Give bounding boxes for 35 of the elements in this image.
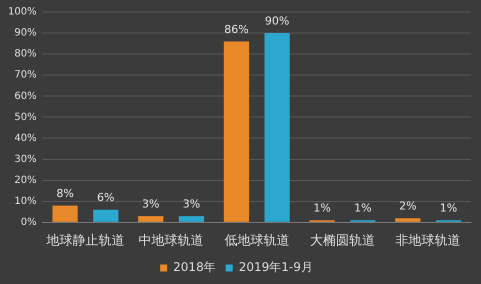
x-tick-label: 大椭圆轨道 [310, 234, 375, 249]
data-label: 3% [142, 197, 160, 210]
y-tick-label: 60% [14, 90, 37, 102]
x-tick-label: 非地球轨道 [396, 234, 461, 249]
data-label: 1% [440, 202, 458, 215]
x-tick-label: 低地球轨道 [224, 234, 290, 249]
bar [52, 206, 78, 222]
bar [224, 41, 250, 222]
x-tick-label: 地球静止轨道 [45, 234, 124, 249]
bar [264, 33, 290, 222]
y-tick-label: 80% [14, 48, 37, 60]
data-label: 1% [354, 202, 372, 215]
bar [138, 216, 164, 222]
data-label: 3% [182, 197, 200, 210]
data-label: 8% [56, 186, 74, 200]
legend-label: 2018年 [173, 260, 216, 274]
y-tick-label: 20% [14, 174, 37, 186]
data-label: 90% [264, 14, 290, 28]
data-label: 6% [97, 191, 115, 204]
x-tick-label: 中地球轨道 [138, 234, 204, 249]
y-tick-label: 10% [14, 196, 37, 207]
legend-label: 2019年1-9月 [238, 260, 313, 274]
data-label: 1% [313, 202, 331, 215]
y-tick-label: 50% [14, 112, 37, 123]
y-tick-label: 90% [14, 28, 37, 39]
y-tick-label: 70% [14, 70, 37, 81]
bar [93, 210, 118, 222]
y-tick-label: 30% [14, 154, 37, 165]
y-tick-label: 40% [14, 132, 37, 144]
bar [178, 216, 204, 222]
data-label: 2% [399, 200, 417, 213]
y-tick-label: 100% [8, 6, 37, 18]
data-label: 86% [224, 22, 249, 36]
bar [395, 218, 420, 222]
y-tick-label: 0% [20, 216, 37, 228]
